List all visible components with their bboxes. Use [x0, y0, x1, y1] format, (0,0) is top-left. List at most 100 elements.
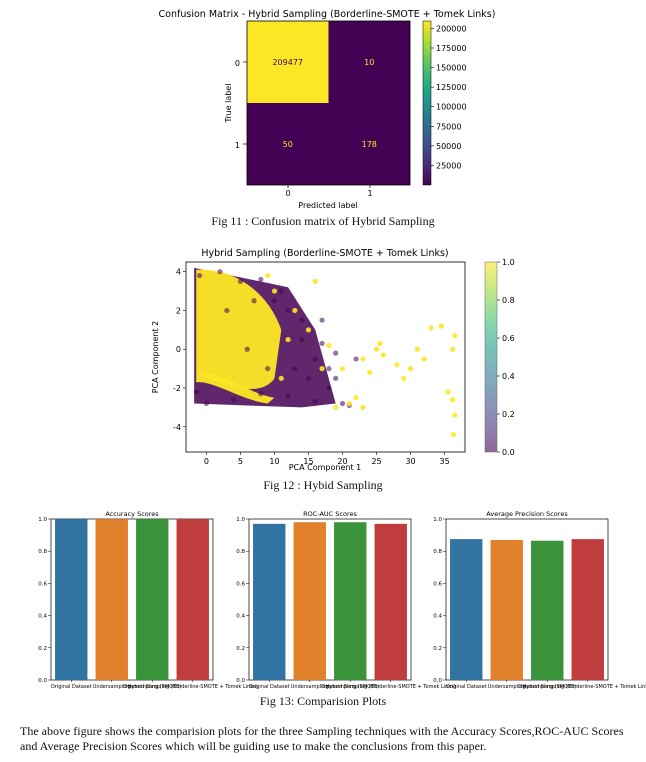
y-tick-label: 0.6 [236, 581, 245, 587]
pca-scatter-chart: Hybrid Sampling (Borderline-SMOTE + Tome… [151, 248, 515, 472]
scatter-point [203, 400, 210, 407]
bar [450, 539, 483, 680]
x-tick-label: 1 [367, 189, 372, 198]
colorbar [484, 261, 498, 453]
scatter-point [450, 397, 456, 403]
colorbar-tick-label: 75000 [436, 122, 461, 131]
colorbar-tick-label: 150000 [436, 64, 467, 73]
scatter-point [251, 298, 257, 304]
colorbar-tick-label: 25000 [436, 161, 461, 170]
scatter-point [244, 346, 250, 352]
scatter-point [271, 288, 278, 294]
x-tick-label: 10 [269, 457, 279, 466]
x-tick-label: 5 [238, 457, 243, 466]
bar-chart: ROC-AUC Scores 0.0 0.2 0.4 0.6 0.8 1.0 Original… [236, 510, 456, 690]
y-tick-label: 1.0 [38, 517, 47, 523]
y-tick-label: 0.8 [433, 549, 442, 555]
colorbar-tick-label: 175000 [436, 44, 467, 53]
x-tick-label: Oversampling (SMOTE) [321, 684, 379, 690]
x-axis-label: Predicted label [298, 201, 357, 210]
colorbar [422, 20, 432, 186]
scatter-point [292, 307, 298, 314]
y-tick-label: -4 [173, 423, 181, 432]
figure-11-caption: Fig 11 : Confusion matrix of Hybrid Samp… [211, 214, 435, 228]
scatter-point [312, 398, 318, 405]
scatter-point [305, 375, 312, 381]
y-tick-label: 0.0 [38, 678, 47, 684]
y-tick-label: 0.8 [38, 549, 47, 555]
x-tick-label: 20 [337, 457, 347, 466]
y-tick-label: 0 [176, 345, 181, 354]
scatter-point [278, 375, 284, 381]
scatter-point [224, 307, 230, 314]
scatter-point [312, 356, 318, 362]
bar-chart: Average Precision Scores 0.0 0.2 0.4 0.6 0.8 1… [433, 510, 646, 690]
x-tick-label: Hybrid Sampling (Borderline-SMOTE + Tome… [523, 684, 646, 690]
scatter-point [258, 276, 264, 283]
scatter-point [360, 404, 366, 411]
chart-title: Accuracy Scores [105, 510, 159, 518]
scatter-point [367, 369, 373, 376]
bar [334, 522, 367, 680]
heatmap-cell [328, 21, 410, 103]
scatter-point [319, 366, 325, 372]
y-tick-label: 2 [176, 306, 181, 315]
scatter-point [305, 327, 312, 333]
bar-chart: Accuracy Scores 0.0 0.2 0.4 0.6 0.8 1.0 Origina… [38, 510, 258, 690]
x-tick-label: 15 [303, 457, 313, 466]
y-tick-label: 0.2 [236, 646, 245, 652]
scatter-point [428, 325, 434, 331]
scatter-point [265, 272, 271, 279]
x-tick-label: 0 [285, 189, 290, 198]
bar [55, 519, 88, 680]
scatter-point [414, 346, 420, 352]
scatter-point [285, 336, 291, 343]
scatter-point [197, 272, 203, 279]
scatter-point [193, 389, 199, 395]
scatter-point [346, 400, 352, 407]
scatter-point [377, 340, 383, 347]
colorbar-tick-label: 0.4 [502, 372, 515, 381]
y-tick-label: 0.6 [38, 581, 47, 587]
heatmap-cell [247, 103, 329, 185]
scatter-point [271, 298, 278, 304]
scatter-point [438, 323, 444, 329]
scatter-point [333, 375, 339, 381]
scatter-point [217, 269, 223, 275]
y-tick-label: 0.6 [433, 581, 442, 587]
class-1-dense-region [196, 372, 275, 404]
bar [176, 519, 209, 680]
bar [293, 522, 326, 680]
x-tick-label: Original Dataset [446, 684, 487, 690]
cell-value-label: 209477 [272, 58, 303, 67]
y-tick-label: 0.4 [236, 614, 245, 620]
class-1-dense-region [196, 269, 282, 390]
colorbar-tick-label: 1.0 [502, 258, 515, 267]
bar [531, 540, 564, 680]
x-tick-label: Undersampling [291, 684, 329, 690]
y-tick-label: 0.8 [236, 549, 245, 555]
x-axis-label: PCA Component 1 [289, 463, 362, 472]
scatter-point [333, 404, 339, 411]
scatter-point [380, 352, 386, 358]
y-tick-label: 0.4 [433, 614, 442, 620]
y-tick-label: 4 [176, 268, 181, 277]
x-tick-label: Hybrid Sampling (Borderline-SMOTE + Tome… [326, 684, 456, 690]
y-tick-label: 0 [235, 59, 240, 68]
scatter-point [326, 342, 332, 348]
scatter-point [265, 366, 271, 372]
scatter-point [401, 375, 407, 381]
scatter-point [278, 288, 284, 294]
x-tick-label: 25 [371, 457, 381, 466]
body-paragraph: The above figure shows the comparision p… [20, 724, 624, 753]
x-tick-label: 0 [204, 457, 209, 466]
figure-12-caption: Fig 12 : Hybid Sampling [263, 478, 383, 492]
colorbar-tick-label: 125000 [436, 83, 467, 92]
figure-13-caption: Fig 13: Comparision Plots [259, 694, 387, 708]
x-tick-label: 35 [439, 457, 449, 466]
scatter-point [450, 346, 456, 352]
scatter-point [333, 350, 339, 356]
scatter-point [339, 366, 346, 372]
bar [571, 539, 604, 680]
scatter-point [353, 395, 359, 401]
